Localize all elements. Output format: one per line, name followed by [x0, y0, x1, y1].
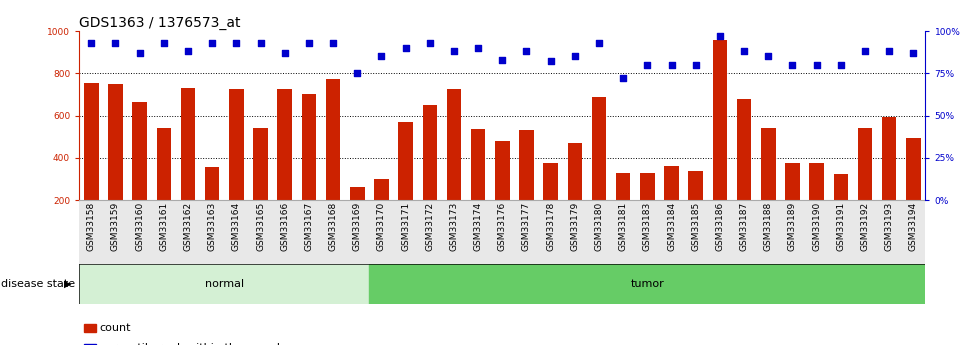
Bar — [229, 89, 243, 242]
Bar — [544, 163, 558, 242]
Point — [181, 49, 196, 54]
Bar — [253, 128, 268, 242]
Point — [591, 40, 607, 46]
Bar — [737, 99, 752, 242]
Point — [760, 54, 776, 59]
Bar — [665, 166, 679, 242]
Bar — [79, 264, 369, 304]
Point — [229, 40, 244, 46]
Text: GDS1363 / 1376573_at: GDS1363 / 1376573_at — [79, 16, 241, 30]
Point — [543, 59, 558, 64]
Point — [664, 62, 679, 68]
Bar — [446, 89, 461, 242]
Point — [108, 40, 124, 46]
Bar — [616, 172, 631, 242]
Bar — [369, 264, 925, 304]
Point — [881, 49, 896, 54]
Point — [712, 33, 727, 39]
Point — [857, 49, 872, 54]
Bar — [277, 89, 292, 242]
Bar — [374, 179, 388, 242]
Point — [398, 45, 413, 51]
Point — [277, 50, 293, 56]
Bar — [84, 83, 99, 242]
Bar — [156, 128, 171, 242]
Point — [495, 57, 510, 62]
Point — [784, 62, 800, 68]
Bar — [592, 97, 607, 242]
Point — [905, 50, 921, 56]
Point — [446, 49, 462, 54]
Point — [809, 62, 824, 68]
Bar — [520, 130, 534, 242]
Text: count: count — [99, 323, 131, 333]
Bar — [858, 128, 872, 242]
Point — [326, 40, 341, 46]
Bar — [568, 143, 582, 242]
Point — [833, 62, 848, 68]
Point — [205, 40, 220, 46]
Point — [615, 76, 631, 81]
Point — [422, 40, 438, 46]
Bar — [761, 128, 776, 242]
Bar — [640, 172, 655, 242]
Bar — [326, 79, 340, 242]
Text: tumor: tumor — [631, 279, 665, 289]
Point — [567, 54, 582, 59]
Bar — [689, 170, 703, 242]
Bar — [350, 187, 364, 242]
Bar — [108, 84, 123, 242]
Text: normal: normal — [205, 279, 243, 289]
Point — [301, 40, 317, 46]
Text: percentile rank within the sample: percentile rank within the sample — [99, 344, 287, 345]
Point — [132, 50, 148, 56]
Bar — [882, 117, 896, 242]
Bar — [181, 88, 195, 242]
Point — [156, 40, 172, 46]
Bar — [205, 167, 219, 242]
Text: disease state: disease state — [1, 279, 75, 289]
Point — [519, 49, 534, 54]
Bar — [495, 141, 510, 242]
Bar — [834, 174, 848, 242]
Bar — [132, 102, 147, 242]
Bar — [301, 95, 316, 242]
Point — [374, 54, 389, 59]
Bar — [906, 138, 921, 242]
Bar — [398, 122, 412, 242]
Bar — [810, 163, 824, 242]
Point — [84, 40, 99, 46]
Text: ▶: ▶ — [64, 279, 71, 289]
Point — [736, 49, 752, 54]
Bar — [785, 163, 800, 242]
Bar — [713, 39, 727, 242]
Point — [253, 40, 269, 46]
Point — [350, 71, 365, 76]
Point — [470, 45, 486, 51]
Bar — [422, 105, 437, 242]
Bar — [470, 129, 485, 242]
Point — [688, 62, 703, 68]
Point — [639, 62, 655, 68]
